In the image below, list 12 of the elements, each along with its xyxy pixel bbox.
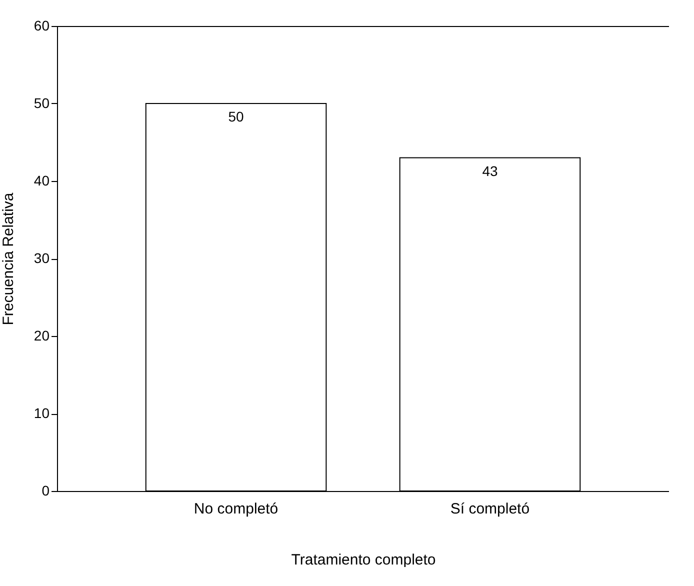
y-axis-title: Frecuencia Relativa [0, 192, 17, 326]
data-label: 43 [482, 162, 498, 179]
y-tick-label: 50 [34, 95, 50, 111]
y-tick-label: 40 [34, 172, 50, 188]
y-tick-label: 0 [42, 482, 50, 498]
data-label: 50 [228, 108, 244, 124]
x-tick-label: No completó [194, 500, 278, 518]
y-tick-label: 20 [34, 328, 50, 344]
x-tick-label: Sí completó [450, 500, 530, 518]
y-tick-label: 30 [34, 250, 50, 266]
y-tick-label: 10 [34, 405, 50, 421]
y-tick-label: 60 [34, 18, 50, 34]
